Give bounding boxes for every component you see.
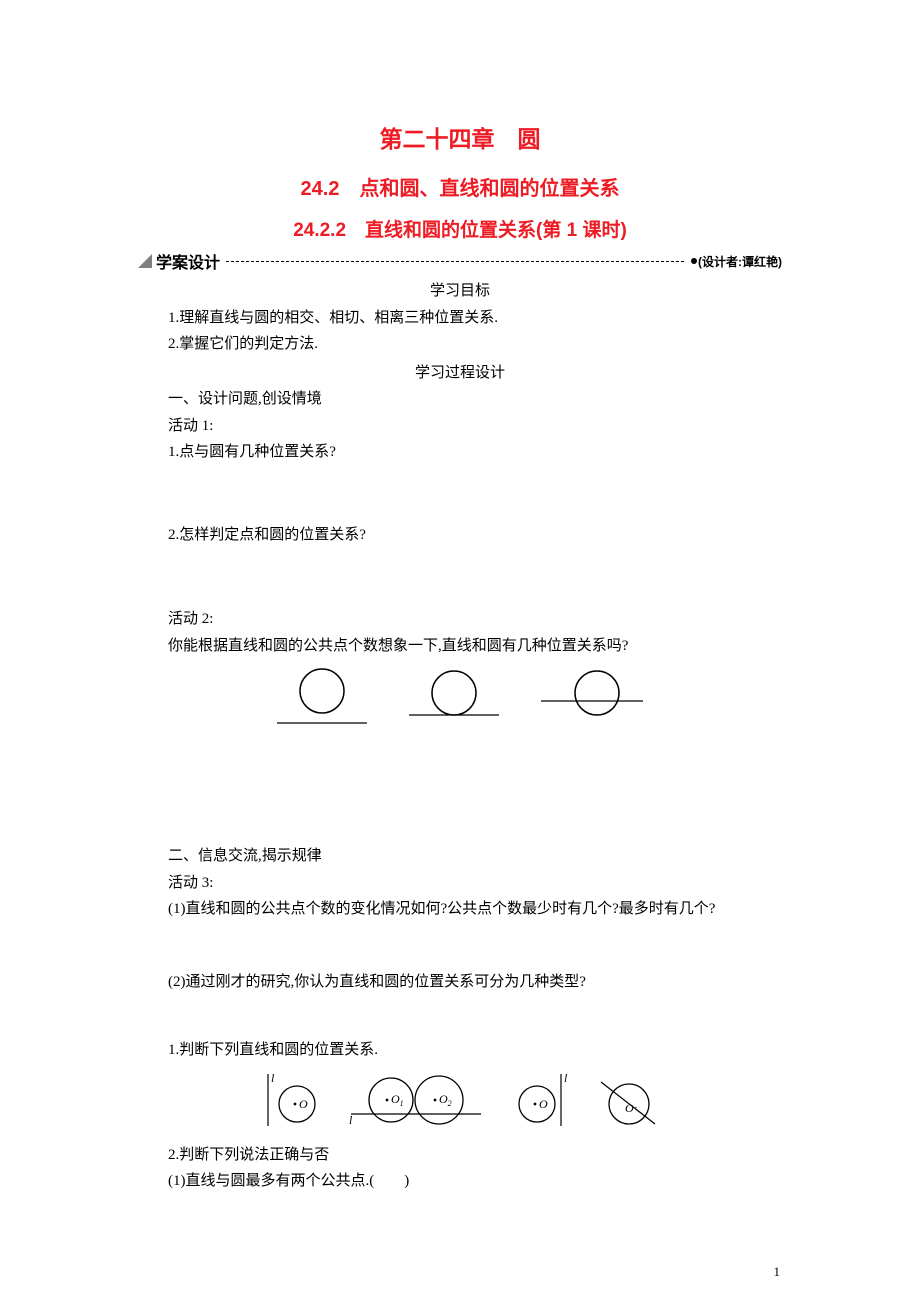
svg-text:O: O: [539, 1097, 548, 1111]
subsection-title: 24.2.2 直线和圆的位置关系(第 1 课时): [138, 215, 782, 242]
activity-3-q1: (1)直线和圆的公共点个数的变化情况如何?公共点个数最少时有几个?最多时有几个?: [138, 898, 782, 921]
exercise-2-1: (1)直线与圆最多有两个公共点.( ): [138, 1170, 782, 1193]
divider-row: 学案设计 (设计者:谭红艳): [138, 250, 782, 272]
lesson-plan-label: 学案设计: [156, 249, 220, 273]
figure-1-item-2: [405, 667, 503, 729]
figure-1-item-1: [273, 667, 371, 729]
spacer: [138, 997, 782, 1039]
designer-label: (设计者:谭红艳): [698, 253, 782, 270]
svg-text:l: l: [349, 1113, 353, 1127]
svg-text:O: O: [299, 1097, 308, 1111]
figure-2-row: l O l O1 O2 l O O·: [138, 1070, 782, 1130]
figure-1-item-3: [537, 667, 647, 729]
process-heading: 学习过程设计: [138, 362, 782, 385]
figure-2-item-2: l O1 O2: [347, 1070, 485, 1130]
activity-2-label: 活动 2:: [138, 608, 782, 631]
activity-3-label: 活动 3:: [138, 872, 782, 895]
chapter-title: 第二十四章 圆: [138, 120, 782, 154]
svg-text:l: l: [271, 1071, 275, 1085]
goal-2: 2.掌握它们的判定方法.: [138, 333, 782, 356]
svg-text:l: l: [564, 1071, 568, 1085]
spacer: [138, 550, 782, 608]
figure-1-row: [138, 667, 782, 729]
figure-2-item-4: O·: [595, 1070, 659, 1130]
activity-2-q: 你能根据直线和圆的公共点个数想象一下,直线和圆有几种位置关系吗?: [138, 635, 782, 658]
spacer: [138, 925, 782, 971]
spacer: [138, 739, 782, 845]
divider-dashes: [226, 261, 684, 262]
activity-1-label: 活动 1:: [138, 415, 782, 438]
spacer: [138, 468, 782, 524]
section1-heading: 一、设计问题,创设情境: [138, 388, 782, 411]
activity-1-q2: 2.怎样判定点和圆的位置关系?: [138, 524, 782, 547]
section-title: 24.2 点和圆、直线和圆的位置关系: [138, 172, 782, 201]
svg-text:O·: O·: [625, 1101, 637, 1115]
exercise-1: 1.判断下列直线和圆的位置关系.: [138, 1039, 782, 1062]
svg-text:O1: O1: [391, 1092, 404, 1108]
exercise-2: 2.判断下列说法正确与否: [138, 1144, 782, 1167]
triangle-icon: [138, 254, 152, 268]
section2-heading: 二、信息交流,揭示规律: [138, 845, 782, 868]
figure-2-item-1: l O: [261, 1070, 323, 1130]
figure-2-item-3: l O: [509, 1070, 571, 1130]
svg-text:O2: O2: [439, 1092, 452, 1108]
page-number: 1: [774, 1264, 781, 1280]
goal-1: 1.理解直线与圆的相交、相切、相离三种位置关系.: [138, 307, 782, 330]
activity-3-q2: (2)通过刚才的研究,你认为直线和圆的位置关系可分为几种类型?: [138, 971, 782, 994]
goals-heading: 学习目标: [138, 280, 782, 303]
divider-dot-icon: [690, 253, 698, 270]
activity-1-q1: 1.点与圆有几种位置关系?: [138, 441, 782, 464]
